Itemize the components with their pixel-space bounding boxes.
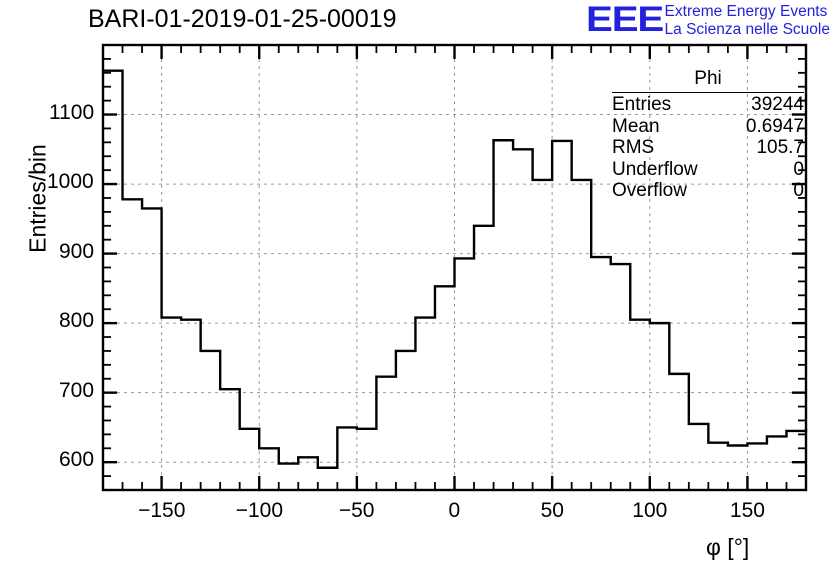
x-axis-tick-label: 100 bbox=[632, 499, 668, 522]
y-axis-tick-label: 800 bbox=[59, 309, 95, 333]
stats-value: 0 bbox=[793, 180, 804, 201]
y-axis-title: Entries/bin bbox=[24, 144, 51, 253]
y-axis-tick-label: 700 bbox=[59, 378, 95, 402]
stats-rows: Entries 39244 Mean 0.6947 RMS 105.7 Underflow 0… bbox=[612, 94, 804, 202]
histogram-outline bbox=[103, 69, 808, 469]
y-axis-tick-label: 600 bbox=[59, 448, 95, 472]
stats-row: Mean 0.6947 bbox=[612, 116, 804, 138]
x-axis-tick-label: −100 bbox=[235, 499, 284, 522]
eee-logo-mark: EEE bbox=[585, 0, 664, 39]
x-axis-title: φ [°] bbox=[706, 534, 750, 560]
x-axis-tick-label: 50 bbox=[540, 499, 564, 522]
stats-key: Overflow bbox=[612, 180, 687, 201]
x-axis-tick-label: 150 bbox=[729, 499, 765, 522]
y-axis-tick-label: 1100 bbox=[49, 100, 95, 124]
stats-title: Phi bbox=[612, 68, 804, 93]
page-title: BARI-01-2019-01-25-00019 bbox=[88, 5, 397, 33]
stats-key: RMS bbox=[612, 137, 655, 158]
y-axis-tick-label: 900 bbox=[59, 239, 95, 263]
stats-value: 0 bbox=[793, 158, 804, 180]
stats-key: Entries bbox=[612, 94, 672, 115]
stats-value: 39244 bbox=[751, 94, 804, 115]
stats-row: Entries 39244 bbox=[612, 94, 804, 116]
eee-logo-line1: Extreme Energy Events bbox=[664, 3, 828, 20]
x-axis-tick-label: −150 bbox=[138, 499, 186, 522]
stats-value: 105.7 bbox=[756, 137, 804, 158]
stats-key: Mean bbox=[612, 115, 660, 137]
stats-row: Underflow 0 bbox=[612, 159, 804, 181]
stats-box: Phi Entries 39244 Mean 0.6947 RMS 105.7 Underf… bbox=[612, 68, 804, 202]
eee-logo: EEE Extreme Energy Events La Scienza nel… bbox=[586, 2, 831, 39]
x-axis-tick-label: 0 bbox=[448, 499, 461, 522]
stats-key: Underflow bbox=[612, 158, 698, 180]
eee-logo-text: Extreme Energy Events La Scienza nelle S… bbox=[665, 2, 830, 39]
eee-logo-line2: La Scienza nelle Scuole bbox=[664, 21, 830, 38]
stats-row: RMS 105.7 bbox=[612, 137, 804, 159]
stats-row: Overflow 0 bbox=[612, 180, 804, 202]
y-axis-tick-label: 1000 bbox=[47, 170, 94, 194]
x-axis-tick-label: −50 bbox=[338, 499, 375, 522]
stats-value: 0.6947 bbox=[745, 115, 804, 137]
